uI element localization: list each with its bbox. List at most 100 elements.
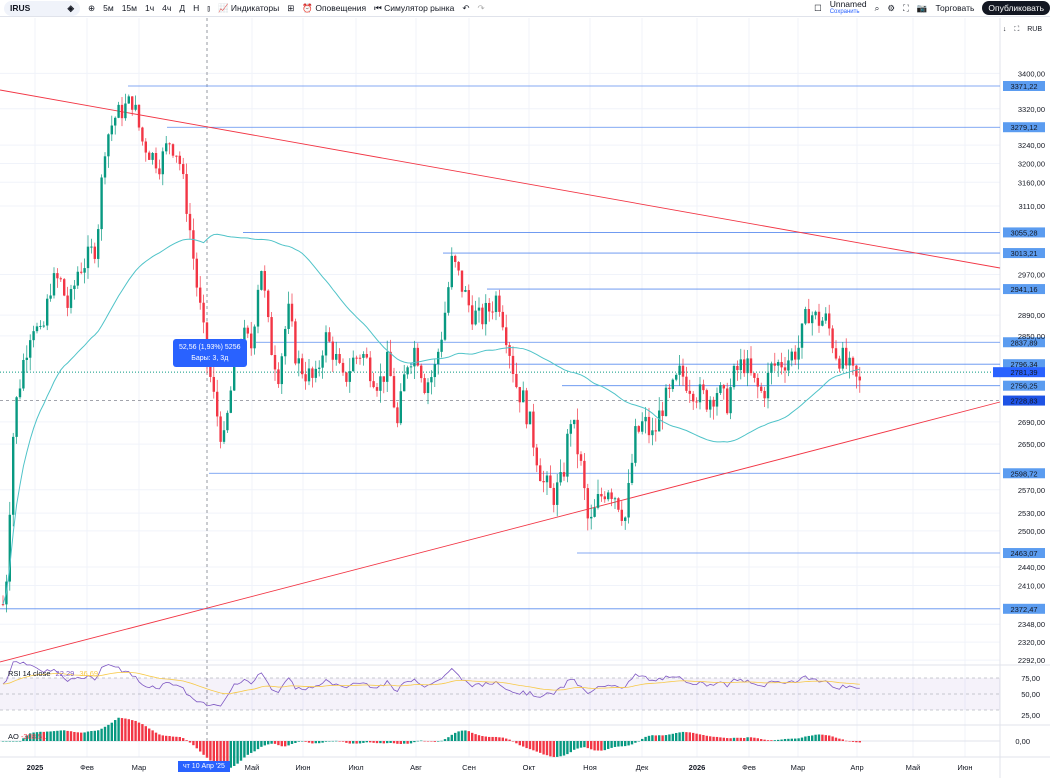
candle-body bbox=[151, 153, 154, 160]
candle-body bbox=[59, 278, 62, 280]
candle-body bbox=[32, 331, 35, 341]
candle-body bbox=[644, 416, 647, 422]
ao-bar bbox=[647, 735, 651, 741]
alerts-button[interactable]: ⏰ Оповещения bbox=[302, 2, 367, 13]
price-tick-label: 2970,00 bbox=[1018, 271, 1045, 280]
layout-name[interactable]: Unnamed Сохранить bbox=[829, 0, 867, 15]
ao-bar bbox=[277, 741, 280, 746]
time-axis-label: Авг bbox=[410, 763, 422, 772]
candle-body bbox=[800, 323, 804, 348]
candle-body bbox=[39, 325, 42, 327]
ao-bar bbox=[355, 741, 358, 744]
candle-body bbox=[148, 152, 151, 160]
ao-bar bbox=[83, 732, 86, 741]
candle-body bbox=[273, 354, 277, 370]
interval-day[interactable]: Д bbox=[179, 3, 186, 13]
interval-15m[interactable]: 15м bbox=[121, 3, 138, 13]
interval-1h[interactable]: 1ч bbox=[145, 3, 155, 13]
ao-bar bbox=[32, 732, 35, 741]
candle-body bbox=[52, 273, 56, 296]
currency-select[interactable]: RUB bbox=[1027, 26, 1042, 33]
auto-scale-icon[interactable]: ⛶ bbox=[1014, 26, 1020, 33]
candles-type-icon[interactable]: ⫾ bbox=[207, 2, 210, 13]
ao-bar bbox=[702, 734, 705, 741]
candle-body bbox=[641, 421, 644, 432]
candle-body bbox=[365, 354, 368, 358]
price-tick-label: 2440,00 bbox=[1018, 563, 1045, 572]
ao-bar bbox=[52, 731, 56, 741]
time-axis-label: Ноя bbox=[583, 763, 597, 772]
ao-bar bbox=[151, 730, 154, 741]
ao-bar bbox=[311, 741, 314, 744]
level-price-tag bbox=[1003, 284, 1045, 295]
ao-bar bbox=[620, 741, 623, 747]
redo-icon[interactable]: ↷ bbox=[477, 2, 485, 13]
ao-bar bbox=[335, 740, 338, 742]
replay-button[interactable]: ⏮ Симулятор рынка bbox=[374, 2, 455, 13]
ao-bar bbox=[348, 741, 351, 744]
candle-body bbox=[838, 358, 841, 369]
candle-body bbox=[270, 317, 273, 355]
candle-body bbox=[749, 358, 753, 374]
ao-bar bbox=[321, 741, 324, 743]
layout-checkbox[interactable]: ☐ bbox=[814, 2, 822, 13]
candle-body bbox=[73, 285, 76, 290]
candle-body bbox=[256, 289, 260, 327]
candle-body bbox=[777, 362, 780, 366]
price-tick-label: 2570,00 bbox=[1018, 486, 1045, 495]
level-price-label: 2796,34 bbox=[1010, 360, 1037, 369]
add-symbol-icon[interactable]: ⊕ bbox=[88, 2, 96, 13]
candle-body bbox=[613, 498, 617, 500]
ao-bar bbox=[749, 737, 753, 741]
ao-bar bbox=[226, 741, 229, 769]
ao-bar bbox=[318, 741, 321, 744]
price-tick-label: 2320,00 bbox=[1018, 638, 1045, 647]
undo-icon[interactable]: ↶ bbox=[462, 2, 470, 13]
ao-bar bbox=[596, 741, 600, 751]
candle-body bbox=[117, 104, 120, 118]
ao-bar bbox=[144, 726, 147, 741]
ao-bar bbox=[307, 741, 311, 743]
ao-bar bbox=[202, 741, 205, 755]
candle-body bbox=[222, 430, 226, 442]
interval-5m[interactable]: 5м bbox=[103, 3, 114, 13]
ao-bar bbox=[263, 741, 266, 746]
settings-icon[interactable]: ⚙ bbox=[887, 2, 895, 13]
time-axis-label: Фев bbox=[80, 763, 94, 772]
candle-body bbox=[219, 416, 222, 442]
candle-body bbox=[726, 388, 729, 414]
interval-week[interactable]: Н bbox=[193, 3, 200, 13]
candle-body bbox=[522, 390, 525, 403]
camera-icon[interactable]: 📷 bbox=[916, 2, 928, 13]
time-axis-label: Апр bbox=[850, 763, 863, 772]
indicators-button[interactable]: 📈 Индикаторы bbox=[217, 2, 280, 13]
symbol-search[interactable]: IRUS ◈ bbox=[4, 0, 80, 16]
trend-line-upper bbox=[0, 89, 1001, 269]
scroll-down-icon[interactable]: ↓ bbox=[1002, 26, 1007, 33]
ao-bar bbox=[760, 739, 763, 741]
ao-bar bbox=[406, 741, 409, 744]
ao-bar bbox=[430, 741, 433, 742]
ao-bar bbox=[182, 738, 185, 741]
candle-body bbox=[651, 430, 654, 436]
interval-4h[interactable]: 4ч bbox=[162, 3, 172, 13]
ao-bar bbox=[807, 735, 810, 741]
candle-body bbox=[610, 492, 613, 499]
trade-button[interactable]: Торговать bbox=[935, 3, 975, 13]
candle-body bbox=[535, 447, 538, 466]
quick-search-icon[interactable]: ⌕ bbox=[874, 2, 880, 13]
layouts-icon[interactable]: ⊞ bbox=[287, 2, 295, 13]
level-price-tag bbox=[1003, 227, 1045, 238]
candle-body bbox=[467, 290, 470, 306]
ao-bar bbox=[25, 735, 28, 741]
fullscreen-icon[interactable]: ⛶ bbox=[902, 2, 909, 13]
ao-bar bbox=[239, 741, 243, 761]
crosshair-date-label: чт 10 Апр '25 bbox=[178, 761, 230, 772]
candle-body bbox=[18, 388, 22, 398]
ao-bar bbox=[780, 739, 783, 741]
publish-button[interactable]: Опубликовать bbox=[982, 1, 1050, 15]
candle-body bbox=[773, 363, 776, 366]
ao-bar bbox=[838, 738, 841, 741]
candle-body bbox=[505, 327, 508, 346]
